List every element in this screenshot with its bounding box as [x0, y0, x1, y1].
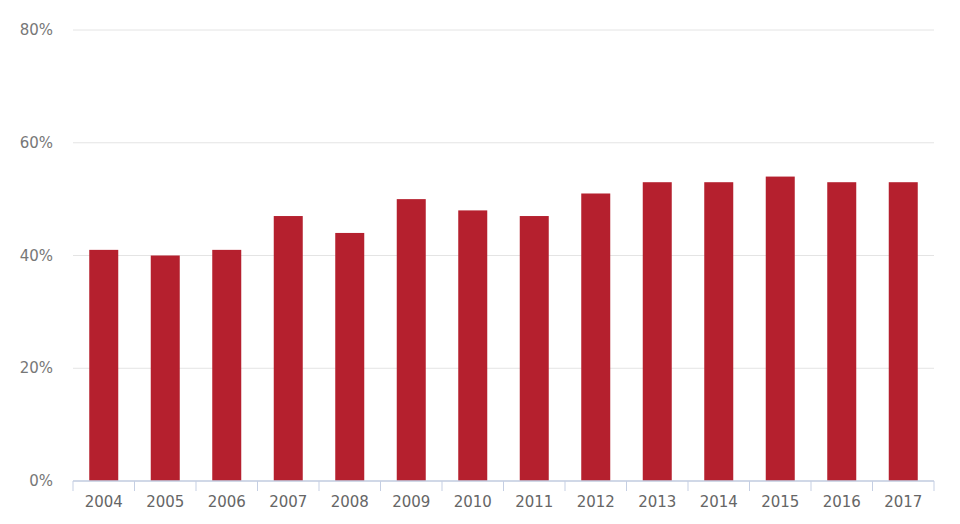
- x-tick-divider: [688, 481, 689, 491]
- x-tick-label: 2013: [638, 493, 676, 511]
- x-tick-divider: [872, 481, 873, 491]
- x-tick-label: 2014: [700, 493, 738, 511]
- bar: [212, 250, 241, 481]
- x-tick-divider: [319, 481, 320, 491]
- bar: [889, 182, 918, 481]
- x-tick-divider: [380, 481, 381, 491]
- bar: [581, 193, 610, 481]
- x-tick-divider: [811, 481, 812, 491]
- x-tick-divider: [257, 481, 258, 491]
- x-tick-label: 2010: [454, 493, 492, 511]
- x-tick-divider: [565, 481, 566, 491]
- x-tick-divider: [442, 481, 443, 491]
- x-tick-label: 2011: [515, 493, 553, 511]
- y-tick-label: 40%: [20, 247, 53, 265]
- y-tick-label: 80%: [20, 21, 53, 39]
- bar: [335, 233, 364, 481]
- x-tick-label: 2016: [823, 493, 861, 511]
- x-tick-label: 2009: [392, 493, 430, 511]
- grid-line: [73, 30, 934, 31]
- x-tick-label: 2012: [577, 493, 615, 511]
- x-tick-divider: [196, 481, 197, 491]
- x-tick-label: 2017: [884, 493, 922, 511]
- bar: [151, 256, 180, 482]
- y-tick-label: 60%: [20, 134, 53, 152]
- y-tick-label: 0%: [29, 472, 53, 490]
- x-tick-label: 2015: [761, 493, 799, 511]
- bar: [397, 199, 426, 481]
- x-tick-label: 2008: [331, 493, 369, 511]
- x-tick-divider: [503, 481, 504, 491]
- bar: [643, 182, 672, 481]
- grid-line: [73, 368, 934, 369]
- chart: 0% 20% 40% 60% 80% 2004 2005 2006 2007 2008 2009 20…: [0, 0, 960, 524]
- x-tick-divider: [134, 481, 135, 491]
- x-tick-label: 2006: [208, 493, 246, 511]
- bar: [827, 182, 856, 481]
- bar: [274, 216, 303, 481]
- bars: [89, 177, 918, 481]
- bar: [89, 250, 118, 481]
- bar: [458, 210, 487, 481]
- x-tick-divider: [73, 481, 74, 491]
- x-tick-label: 2004: [85, 493, 123, 511]
- bar: [704, 182, 733, 481]
- x-tick-divider: [749, 481, 750, 491]
- x-tick-divider: [626, 481, 627, 491]
- bar: [520, 216, 549, 481]
- grid-line: [73, 142, 934, 143]
- bar: [766, 177, 795, 481]
- x-tick-label: 2005: [146, 493, 184, 511]
- y-tick-label: 20%: [20, 359, 53, 377]
- grid-line: [73, 255, 934, 256]
- x-tick-divider: [934, 481, 935, 491]
- x-tick-label: 2007: [269, 493, 307, 511]
- chart-svg: 0% 20% 40% 60% 80% 2004 2005 2006 2007 2008 2009 20…: [0, 0, 960, 524]
